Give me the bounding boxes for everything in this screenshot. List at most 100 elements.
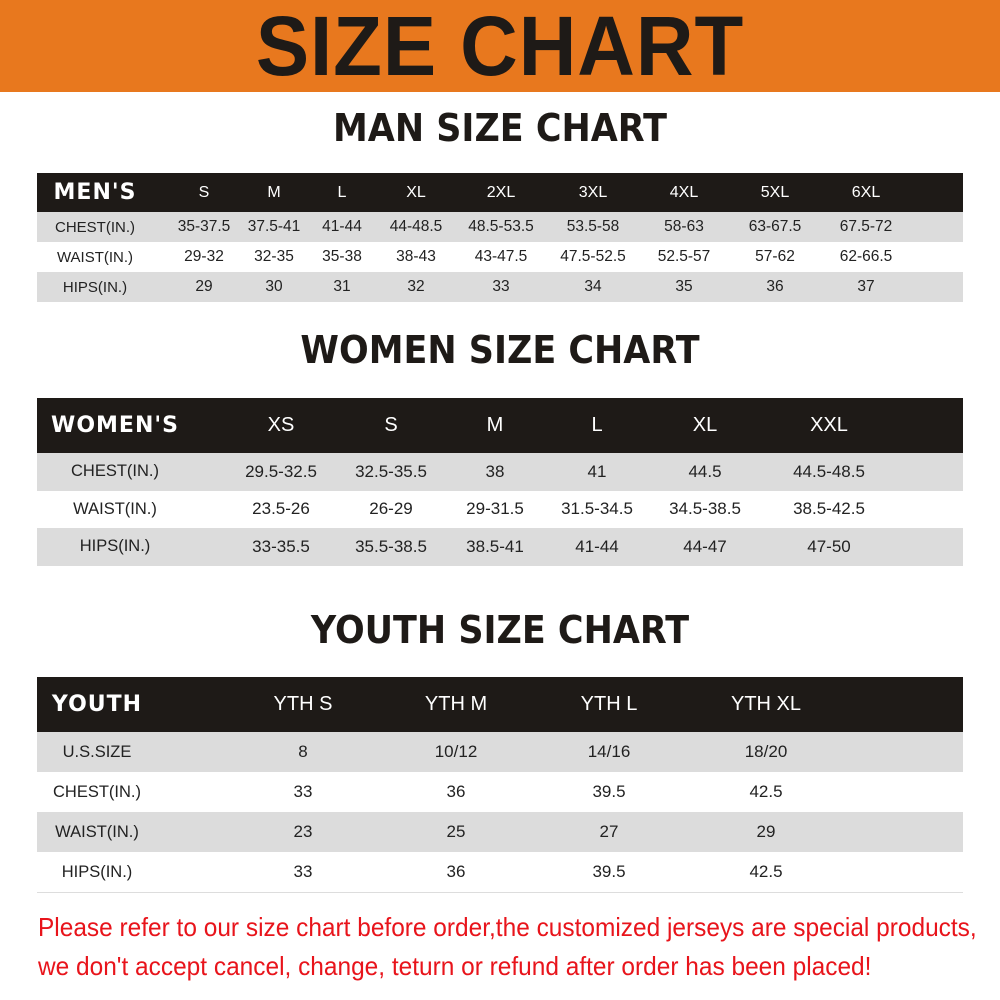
table-cell: 29-31.5 — [466, 499, 524, 519]
table-cell: 32 — [407, 278, 425, 295]
table-cell: 44.5-48.5 — [793, 461, 865, 481]
youth-heading: YOUTH SIZE CHART — [310, 608, 690, 652]
table-cell: 38-43 — [396, 248, 436, 265]
table-header-row: WOMEN'S XS S M L XL XXL — [37, 398, 963, 453]
table-row: HIPS(IN.) 33 36 39.5 42.5 — [37, 852, 963, 892]
table-cell: 36 — [766, 278, 784, 295]
table-cell: 42.5 — [749, 862, 783, 881]
size-column-header: YTH XL — [730, 693, 802, 715]
table-cell: 29-32 — [184, 248, 224, 265]
measurement-label: HIPS(IN.) — [79, 537, 151, 556]
notice-line-1: Please refer to our size chart before or… — [38, 912, 977, 942]
size-column-header: XXL — [810, 414, 848, 436]
table-cell: 47.5-52.5 — [560, 248, 626, 265]
measurement-label: HIPS(IN.) — [62, 278, 128, 296]
table-cell: 35-37.5 — [177, 218, 231, 235]
table-cell: 29 — [195, 278, 213, 295]
page-title: SIZE CHART — [255, 0, 745, 93]
size-column-header: 3XL — [578, 183, 608, 201]
table-cell: 47-50 — [807, 536, 851, 556]
table-row: CHEST(IN.) 29.5-32.5 32.5-35.5 38 41 44.5 44.5… — [37, 453, 963, 491]
table-cell: 26-29 — [369, 499, 413, 519]
measurement-label: CHEST(IN.) — [53, 782, 141, 801]
size-column-header: M — [267, 183, 281, 201]
men-size-table: MEN'S S M L XL 2XL 3XL 4XL 5XL 6XL CHEST(IN.) 35-37… — [37, 173, 963, 302]
table-cell: 38.5-41 — [466, 536, 524, 556]
table-cell: 57-62 — [755, 248, 795, 265]
size-column-header: S — [384, 414, 398, 436]
table-cell: 30 — [265, 278, 283, 295]
table-cell: 36 — [446, 862, 466, 881]
table-row: WAIST(IN.) 23 25 27 29 — [37, 812, 963, 852]
table-cell: 23 — [293, 822, 313, 841]
size-column-header: S — [198, 183, 210, 201]
notice-line-2: we don't accept cancel, change, teturn o… — [38, 951, 872, 981]
table-category-label: WOMEN'S — [51, 413, 179, 438]
size-column-header: 4XL — [669, 183, 699, 201]
measurement-label: HIPS(IN.) — [61, 862, 133, 881]
table-cell: 31.5-34.5 — [561, 499, 633, 519]
table-row: U.S.SIZE 8 10/12 14/16 18/20 — [37, 732, 963, 772]
table-row: CHEST(IN.) 35-37.5 37.5-41 41-44 44-48.5 48.5… — [37, 212, 963, 242]
size-column-header: 5XL — [760, 183, 790, 201]
table-cell: 37 — [857, 278, 875, 295]
table-cell: 32-35 — [254, 248, 294, 265]
table-cell: 33-35.5 — [252, 536, 310, 556]
table-cell: 31 — [333, 278, 351, 295]
table-cell: 41-44 — [322, 218, 362, 235]
size-column-header: XL — [692, 414, 718, 436]
table-cell: 44.5 — [688, 461, 722, 481]
table-cell: 39.5 — [592, 862, 626, 881]
table-cell: 8 — [298, 742, 308, 761]
measurement-label: U.S.SIZE — [62, 742, 132, 761]
table-cell: 43-47.5 — [474, 248, 528, 265]
youth-size-table: YOUTH YTH S YTH M YTH L YTH XL U.S.SIZE 8 10/12… — [37, 677, 963, 893]
women-size-table: WOMEN'S XS S M L XL XXL CHEST(IN.) 29.5-32.5 32.5… — [37, 398, 963, 566]
table-cell: 14/16 — [587, 742, 631, 761]
table-cell: 38 — [485, 461, 505, 481]
table-cell: 67.5-72 — [839, 218, 893, 235]
table-header-row: YOUTH YTH S YTH M YTH L YTH XL — [37, 677, 963, 732]
table-row: WAIST(IN.) 29-32 32-35 35-38 38-43 43-47.5 47.… — [37, 242, 963, 272]
size-column-header: YTH S — [273, 693, 333, 715]
men-heading: MAN SIZE CHART — [332, 106, 668, 150]
table-cell: 62-66.5 — [839, 248, 893, 265]
table-category-label: YOUTH — [51, 692, 143, 717]
measurement-label: WAIST(IN.) — [56, 248, 134, 266]
table-cell: 52.5-57 — [657, 248, 711, 265]
measurement-label: WAIST(IN.) — [73, 499, 157, 518]
size-column-header: L — [591, 414, 603, 436]
table-cell: 33 — [492, 278, 510, 295]
table-cell: 35.5-38.5 — [355, 536, 427, 556]
table-category-label: MEN'S — [53, 180, 137, 205]
table-row: HIPS(IN.) 33-35.5 35.5-38.5 38.5-41 41-44 44-… — [37, 528, 963, 566]
table-header-row: MEN'S S M L XL 2XL 3XL 4XL 5XL 6XL — [37, 173, 963, 212]
table-cell: 41 — [587, 461, 607, 481]
measurement-label: CHEST(IN.) — [71, 462, 159, 481]
measurement-label: WAIST(IN.) — [55, 822, 139, 841]
women-heading: WOMEN SIZE CHART — [300, 328, 700, 372]
size-column-header: 2XL — [486, 183, 516, 201]
table-cell: 27 — [599, 822, 619, 841]
title-banner: SIZE CHART — [0, 0, 1000, 92]
size-column-header: 6XL — [851, 183, 881, 201]
table-cell: 25 — [446, 822, 466, 841]
table-row: WAIST(IN.) 23.5-26 26-29 29-31.5 31.5-34.5 34… — [37, 490, 963, 528]
table-cell: 33 — [293, 862, 313, 881]
table-cell: 39.5 — [592, 782, 626, 801]
table-cell: 58-63 — [664, 218, 704, 235]
table-cell: 34 — [584, 278, 602, 295]
table-cell: 18/20 — [744, 742, 788, 761]
table-cell: 34.5-38.5 — [669, 499, 741, 519]
measurement-label: CHEST(IN.) — [55, 218, 135, 236]
table-cell: 41-44 — [575, 536, 619, 556]
table-cell: 23.5-26 — [252, 499, 310, 519]
size-column-header: L — [337, 183, 347, 201]
table-cell: 36 — [446, 782, 466, 801]
size-column-header: XS — [267, 414, 295, 436]
size-column-header: YTH M — [424, 693, 488, 715]
size-column-header: XL — [406, 183, 426, 201]
table-cell: 32.5-35.5 — [355, 461, 427, 481]
table-cell: 44-48.5 — [389, 218, 443, 235]
table-cell: 63-67.5 — [748, 218, 802, 235]
